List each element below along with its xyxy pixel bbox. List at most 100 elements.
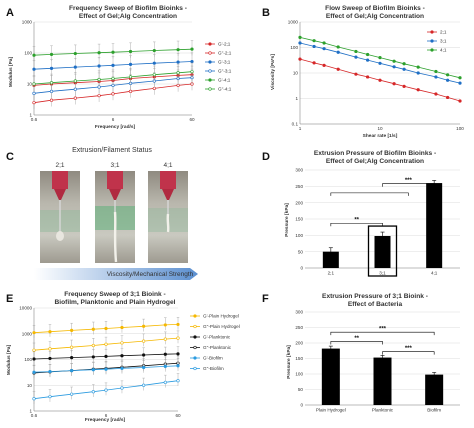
data-point [32, 53, 36, 57]
data-point [366, 75, 370, 79]
significance-stars: ** [354, 218, 359, 224]
legend-marker [193, 345, 197, 350]
y-tick-label: 0 [300, 403, 303, 408]
bar-3 [425, 374, 444, 405]
x-tick-label: 1 [299, 126, 302, 131]
data-point [176, 48, 180, 52]
data-point [49, 52, 54, 57]
panel-b-ylabel: Viscosity [Pa*s] [270, 54, 276, 90]
data-point [163, 337, 167, 341]
y-tick-label: 0.1 [292, 122, 299, 127]
data-point [91, 368, 95, 372]
data-point [49, 81, 54, 85]
data-point [434, 69, 438, 74]
bar-1 [322, 251, 339, 268]
data-point [336, 50, 340, 54]
photo-2-1-droplet [56, 231, 64, 241]
panel-letter-b: B [262, 7, 270, 19]
data-point [104, 388, 108, 392]
data-point [70, 356, 74, 360]
y-tick-label: 100 [295, 233, 303, 238]
data-point [73, 79, 77, 83]
panel-e-plot: 1 10 100 1000 10000 0.6 6 60 G'-Plain Hydrogel G'… [19, 306, 240, 418]
legend-marker [430, 30, 434, 34]
photo-2-1-needle [59, 200, 61, 232]
x-tick-label: Plain Hydrogel [316, 408, 346, 413]
legend-label: G'-Biofilm [203, 356, 223, 361]
y-tick-label: 1000 [288, 20, 299, 25]
data-point [111, 92, 115, 96]
y-tick-label: 100 [295, 372, 303, 377]
panel-b-title-line2: Effect of Gel;Alg Concentration [326, 13, 424, 20]
data-point [91, 343, 95, 348]
panel-c-title: Extrusion/Filament Status [72, 147, 152, 154]
data-point [416, 65, 420, 69]
data-point [176, 379, 180, 383]
data-point [48, 347, 52, 351]
photo-label-4-1: 4;1 [163, 162, 172, 169]
x-tick-label: 60 [175, 413, 181, 418]
data-point [120, 354, 124, 358]
data-point [392, 65, 396, 69]
y-tick-label: 150 [295, 356, 303, 361]
data-point [312, 44, 316, 49]
panel-e: E Frequency Sweep of 3;1 Bioink - Biofil… [6, 291, 240, 423]
data-point [73, 96, 77, 100]
panel-a-title-line2: Effect of Gel;Alg Concentration [79, 13, 177, 20]
panel-f-title-line2: Effect of Bacteria [348, 301, 403, 308]
data-point [366, 58, 370, 62]
data-point [312, 61, 316, 65]
x-tick-label: 0.6 [31, 413, 38, 418]
data-point [104, 342, 108, 346]
data-point [120, 386, 124, 390]
y-tick-label: 300 [295, 168, 303, 173]
panel-letter-a: A [6, 7, 14, 19]
data-point [70, 369, 74, 373]
y-tick-label: 1 [29, 113, 32, 118]
legend-label: G''-4;1 [218, 87, 232, 92]
x-tick-label: Planktonic [372, 408, 394, 413]
data-point [354, 49, 358, 54]
data-point [104, 326, 108, 331]
y-tick-label: 0 [300, 266, 303, 271]
data-point [298, 41, 302, 45]
data-point [111, 50, 115, 54]
significance-stars: *** [379, 327, 387, 333]
data-point [32, 101, 36, 105]
data-point [446, 95, 450, 100]
data-point [48, 356, 52, 361]
data-point [120, 325, 124, 330]
legend-marker [193, 366, 197, 371]
data-point [176, 322, 180, 327]
panel-a: A Frequency Sweep of Biofilm Bioinks - E… [6, 5, 232, 130]
photo-4-1-filament [166, 213, 170, 233]
legend-marker [208, 87, 212, 91]
photo-3-1-needle [114, 200, 116, 212]
data-point [49, 89, 54, 93]
data-point [73, 65, 77, 69]
photo-4-1-nozzle-cap [160, 171, 176, 189]
y-tick-label: 100 [24, 51, 32, 56]
data-point [312, 39, 316, 43]
data-point [434, 92, 438, 96]
panel-d-title-line2: Effect of Gel;Alg Concentration [326, 158, 424, 165]
panel-letter-d: D [262, 151, 270, 163]
data-point [32, 67, 36, 71]
data-point [32, 91, 36, 95]
data-point [73, 87, 77, 91]
data-point [354, 72, 358, 76]
data-point [378, 61, 382, 65]
photo-3-1-nozzle-cap [107, 171, 123, 189]
panel-f-title-line1: Extrusion Pressure of 3;1 Bioink - [322, 293, 428, 300]
data-point [142, 353, 146, 357]
photo-label-2-1: 2;1 [55, 162, 64, 169]
y-tick-label: 10000 [19, 306, 32, 311]
photo-3-1-filament [113, 211, 118, 263]
significance-stars: ** [354, 336, 359, 342]
significance-stars: *** [405, 178, 413, 184]
data-point [32, 370, 36, 374]
legend-label: G'-4;1 [218, 78, 231, 83]
legend-marker [208, 69, 212, 73]
